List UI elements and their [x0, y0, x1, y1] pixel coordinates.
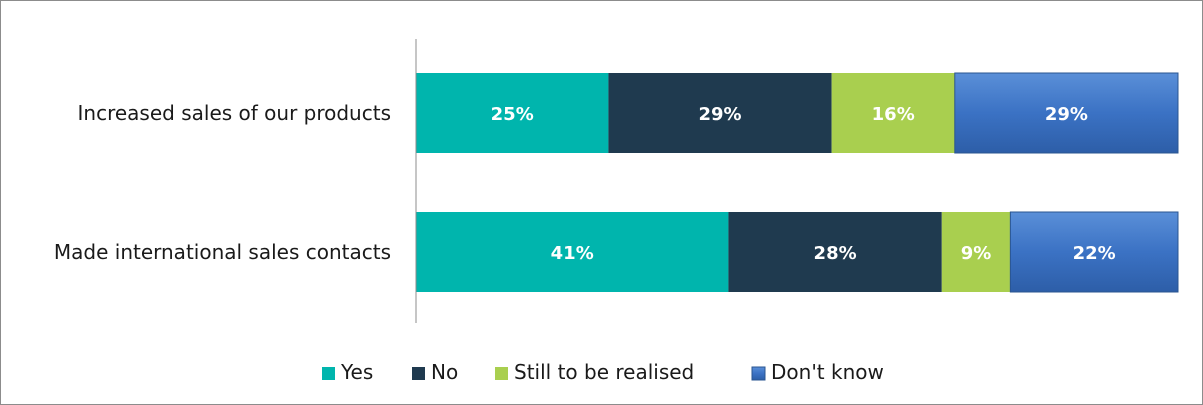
legend-label: Don't know	[771, 360, 884, 384]
data-label: 16%	[872, 104, 915, 125]
bar-segment	[831, 73, 955, 153]
legend-swatch	[322, 367, 335, 380]
bar-segment	[954, 72, 1179, 154]
data-label: 29%	[1045, 104, 1088, 125]
data-label: 28%	[814, 243, 857, 264]
bar-segment	[941, 212, 1011, 292]
data-label: 25%	[491, 104, 534, 125]
bar-segment	[728, 212, 942, 292]
legend-label: Still to be realised	[514, 360, 694, 384]
legend-swatch	[412, 367, 425, 380]
legend-label: No	[431, 360, 458, 384]
category-label: Increased sales of our products	[78, 101, 391, 125]
data-label: 9%	[961, 243, 992, 264]
bars-layer: 25% 29% 16% 29% 41% 28% 9% 22%	[416, 72, 1179, 293]
data-label: 22%	[1073, 243, 1116, 264]
category-labels: Increased sales of our products Made inte…	[54, 101, 391, 264]
data-label: 41%	[551, 243, 594, 264]
legend-label: Yes	[340, 360, 373, 384]
legend-swatch	[751, 366, 766, 381]
bar-segment	[416, 212, 729, 292]
legend: Yes No Still to be realised Don't know	[322, 360, 884, 384]
bar-segment	[1009, 211, 1179, 293]
legend-swatch	[495, 367, 508, 380]
data-label: 29%	[698, 104, 741, 125]
category-label: Made international sales contacts	[54, 240, 391, 264]
bar-segment	[608, 73, 832, 153]
bar-segment	[416, 73, 609, 153]
